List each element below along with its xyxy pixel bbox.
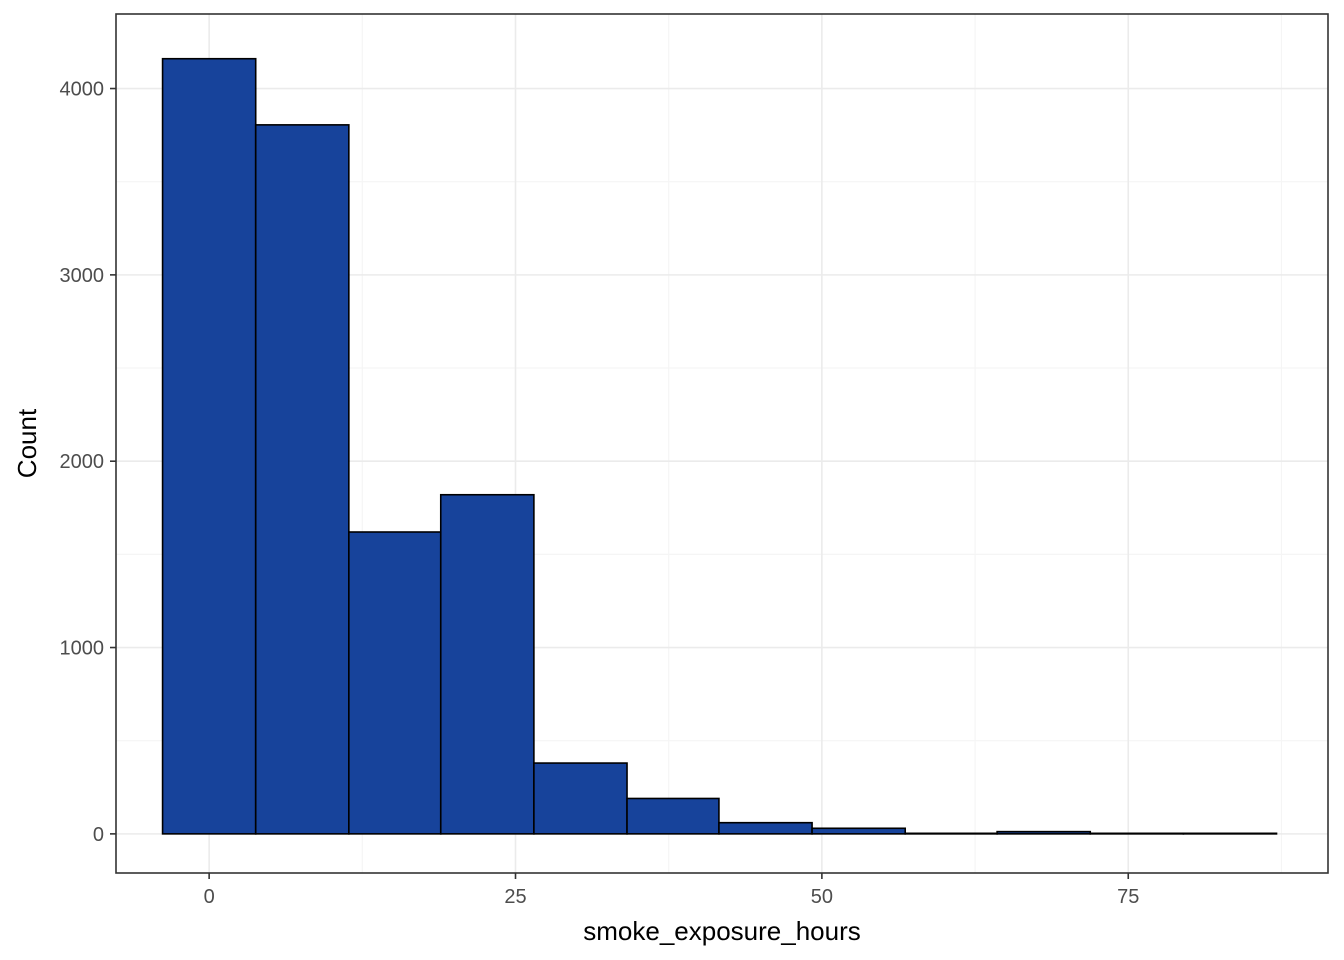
x-tick-labels: 0 25 50 75 <box>204 886 1140 908</box>
axis-ticks <box>110 87 1130 879</box>
y-tick-label: 0 <box>93 824 104 846</box>
histogram-bar <box>904 832 998 835</box>
histogram-bar <box>254 124 350 835</box>
y-tick-label: 4000 <box>60 79 105 101</box>
histogram-bar <box>161 57 257 835</box>
y-tick-labels: 0 1000 2000 3000 4000 <box>60 79 105 846</box>
x-axis-title: smoke_exposure_hours <box>583 916 861 946</box>
histogram-bar <box>718 821 813 835</box>
histogram-bar <box>348 531 442 835</box>
x-tick-label: 25 <box>504 886 526 908</box>
histogram-bar <box>811 827 907 835</box>
histogram-bar <box>1089 832 1185 835</box>
histogram-bar <box>1182 832 1278 835</box>
histogram-bars <box>161 57 1278 835</box>
y-axis-title: Count <box>12 408 42 478</box>
y-tick-label: 1000 <box>60 638 105 660</box>
histogram-bar <box>626 797 720 835</box>
y-tick-label: 2000 <box>60 451 105 473</box>
histogram-bar <box>996 830 1092 835</box>
histogram-bar <box>439 493 535 835</box>
x-tick-label: 75 <box>1117 886 1139 908</box>
panel-border <box>115 13 1329 874</box>
x-tick-label: 50 <box>811 886 833 908</box>
y-tick-label: 3000 <box>60 265 105 287</box>
histogram-bar <box>533 762 628 835</box>
x-tick-label: 0 <box>204 886 215 908</box>
